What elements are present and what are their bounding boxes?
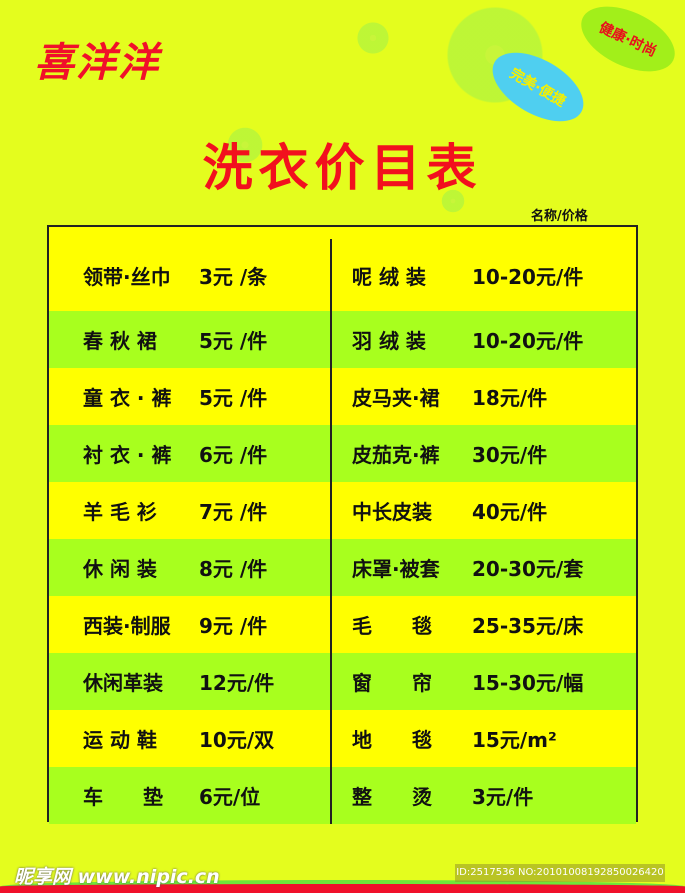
column-header: 名称/价格 — [531, 209, 588, 224]
item-price: 18元/件 — [472, 386, 548, 410]
left-cell: 西装·制服 9元 /件 — [49, 596, 332, 653]
left-cell: 休闲革装 12元/件 — [49, 653, 332, 710]
item-price: 15-30元/幅 — [472, 671, 584, 695]
flower-decoration — [440, 188, 466, 214]
item-price: 20-30元/套 — [472, 557, 584, 581]
left-cell: 羊 毛 衫 7元 /件 — [49, 482, 332, 539]
right-cell: 毛 毯 25-35元/床 — [332, 596, 636, 653]
image-id-label: ID:2517536 NO:20101008192850026420 — [455, 864, 665, 882]
flower-decoration — [225, 125, 265, 165]
brand-logo: 喜洋洋 — [34, 40, 160, 86]
item-price: 6元 /件 — [199, 443, 268, 467]
right-cell: 整 烫 3元/件 — [332, 767, 636, 824]
page-title: 洗衣价目表 — [202, 139, 483, 197]
left-cell: 运 动 鞋 10元/双 — [49, 710, 332, 767]
item-price: 10元/双 — [199, 728, 275, 752]
right-cell: 皮马夹·裙 18元/件 — [332, 368, 636, 425]
table-row: 西装·制服 9元 /件 毛 毯 25-35元/床 — [49, 596, 636, 653]
price-table: 领带·丝巾 3元 /条呢 绒 装 10-20元/件春 秋 裙 5元 /件羽 绒 装 10… — [47, 225, 638, 824]
table-row: 休 闲 装 8元 /件 床罩·被套 20-30元/套 — [49, 539, 636, 596]
right-cell: 呢 绒 装 10-20元/件 — [332, 239, 636, 311]
item-name: 童 衣 · 裤 — [83, 386, 172, 410]
item-name: 皮马夹·裙 — [352, 386, 440, 410]
left-cell: 休 闲 装 8元 /件 — [49, 539, 332, 596]
table-row: 衬 衣 · 裤 6元 /件 皮茄克·裤 30元/件 — [49, 425, 636, 482]
item-name: 休 闲 装 — [83, 557, 157, 581]
item-name: 运 动 鞋 — [83, 728, 157, 752]
item-name: 休闲革装 — [83, 671, 163, 695]
left-cell: 领带·丝巾 3元 /条 — [49, 239, 332, 311]
item-price: 10-20元/件 — [472, 329, 584, 353]
right-cell: 地 毯 15元/m² — [332, 710, 636, 767]
left-cell: 春 秋 裙 5元 /件 — [49, 311, 332, 368]
item-name: 西装·制服 — [83, 614, 171, 638]
table-row: 车 垫 6元/位 整 烫 3元/件 — [49, 767, 636, 824]
item-price: 15元/m² — [472, 728, 557, 752]
table-row: 休闲革装 12元/件 窗 帘 15-30元/幅 — [49, 653, 636, 710]
item-name: 羊 毛 衫 — [83, 500, 157, 524]
left-cell: 车 垫 6元/位 — [49, 767, 332, 824]
flower-decoration — [355, 20, 391, 56]
item-price: 25-35元/床 — [472, 614, 584, 638]
item-price: 5元 /件 — [199, 386, 268, 410]
item-name: 呢 绒 装 — [352, 264, 426, 289]
bottom-wave-decoration — [0, 880, 685, 893]
table-row: 童 衣 · 裤 5元 /件 皮马夹·裙 18元/件 — [49, 368, 636, 425]
slogan-badge: 健康·时尚 — [571, 0, 685, 85]
item-name: 毛 毯 — [352, 614, 432, 638]
item-name: 车 垫 — [83, 785, 163, 809]
item-name: 床罩·被套 — [352, 557, 440, 581]
table-row: 羊 毛 衫 7元 /件 中长皮装 40元/件 — [49, 482, 636, 539]
item-price: 40元/件 — [472, 500, 548, 524]
table-row: 运 动 鞋 10元/双 地 毯 15元/m² — [49, 710, 636, 767]
right-cell: 窗 帘 15-30元/幅 — [332, 653, 636, 710]
item-price: 3元/件 — [472, 785, 534, 809]
item-price: 9元 /件 — [199, 614, 268, 638]
left-cell: 衬 衣 · 裤 6元 /件 — [49, 425, 332, 482]
item-price: 5元 /件 — [199, 329, 268, 353]
left-cell: 童 衣 · 裤 5元 /件 — [49, 368, 332, 425]
item-name: 皮茄克·裤 — [352, 443, 440, 467]
item-name: 中长皮装 — [352, 500, 432, 524]
right-cell: 皮茄克·裤 30元/件 — [332, 425, 636, 482]
item-price: 3元 /条 — [199, 264, 268, 289]
item-name: 领带·丝巾 — [83, 264, 171, 289]
table-row: 春 秋 裙 5元 /件 羽 绒 装 10-20元/件 — [49, 311, 636, 368]
right-cell: 羽 绒 装 10-20元/件 — [332, 311, 636, 368]
item-name: 羽 绒 装 — [352, 329, 426, 353]
item-name: 地 毯 — [352, 728, 432, 752]
item-price: 30元/件 — [472, 443, 548, 467]
right-cell: 床罩·被套 20-30元/套 — [332, 539, 636, 596]
item-name: 衬 衣 · 裤 — [83, 443, 172, 467]
item-name: 窗 帘 — [352, 671, 432, 695]
table-row: 领带·丝巾 3元 /条 呢 绒 装 10-20元/件 — [49, 227, 636, 311]
item-price: 8元 /件 — [199, 557, 268, 581]
item-price: 7元 /件 — [199, 500, 268, 524]
item-name: 整 烫 — [352, 785, 432, 809]
item-price: 6元/位 — [199, 785, 261, 809]
item-price: 10-20元/件 — [472, 264, 584, 289]
right-cell: 中长皮装 40元/件 — [332, 482, 636, 539]
watermark: 昵享网 www.nipic.cn — [14, 866, 220, 888]
item-price: 12元/件 — [199, 671, 275, 695]
item-name: 春 秋 裙 — [83, 329, 157, 353]
